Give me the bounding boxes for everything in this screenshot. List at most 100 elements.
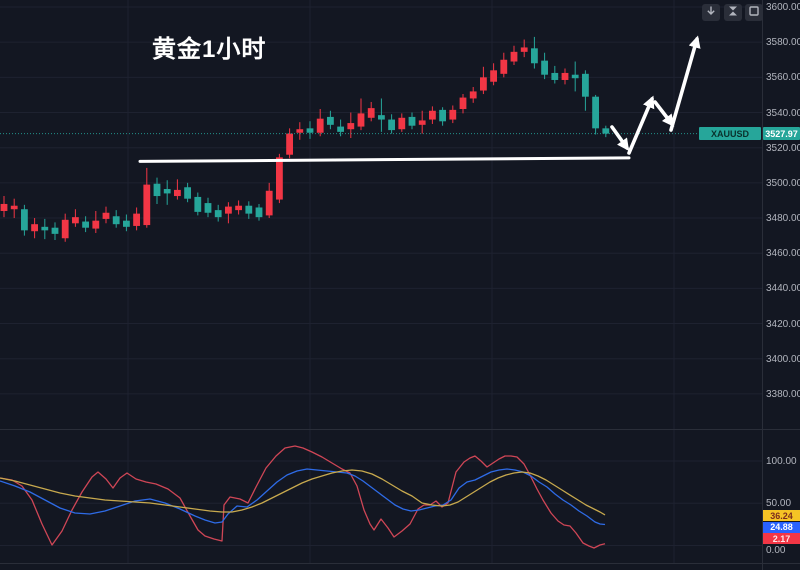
price-tick-label: 3580.00 xyxy=(766,37,800,49)
candle-body xyxy=(327,116,334,125)
candle-body xyxy=(500,59,508,74)
candle-body xyxy=(449,109,457,120)
candle-body xyxy=(439,109,446,122)
time-axis-separator xyxy=(0,563,800,564)
projection-arrow[interactable] xyxy=(653,100,675,127)
candle-body xyxy=(265,190,273,216)
price-tick-label: 3560.00 xyxy=(766,72,800,84)
oscillator-j-value-badge: 2.17 xyxy=(763,533,800,544)
candle-body xyxy=(133,213,140,226)
candle-body xyxy=(510,51,518,62)
oscillator-tick-label: 0.00 xyxy=(766,544,786,556)
candle-body xyxy=(316,118,324,133)
grid-lines xyxy=(0,0,762,563)
candle-body xyxy=(153,183,161,197)
price-tick-label: 3380.00 xyxy=(766,388,800,400)
candle-body xyxy=(602,128,610,134)
oscillator-d-value-badge: 36.24 xyxy=(763,510,800,521)
candle-body xyxy=(520,47,528,52)
oscillator-k-value-badge: 24.88 xyxy=(763,521,800,533)
candle-body xyxy=(51,227,59,234)
candle-body xyxy=(123,220,130,227)
candle-body xyxy=(296,129,304,133)
candle-body xyxy=(459,97,467,109)
candle-body xyxy=(235,205,242,211)
candle-body xyxy=(541,60,548,75)
price-tick-label: 3440.00 xyxy=(766,283,800,295)
candle-body xyxy=(245,205,253,214)
candlestick-series xyxy=(0,36,610,242)
candle-body xyxy=(469,91,477,99)
price-axis-separator xyxy=(762,0,763,570)
candle-body xyxy=(276,157,283,200)
candle-body xyxy=(82,221,89,228)
projection-arrow[interactable] xyxy=(610,125,630,151)
projection-arrow[interactable] xyxy=(627,95,655,155)
price-tick-label: 3420.00 xyxy=(766,318,800,330)
fullscreen-button[interactable] xyxy=(745,4,763,21)
last-price-value-badge: 3527.97 xyxy=(763,127,800,141)
candle-body xyxy=(225,206,232,214)
candle-body xyxy=(357,113,365,127)
collapse-pane-button[interactable] xyxy=(724,4,742,21)
candle-body xyxy=(10,205,18,210)
price-tick-label: 3480.00 xyxy=(766,213,800,225)
candle-body xyxy=(398,117,406,130)
candle-body xyxy=(41,226,49,231)
candle-body xyxy=(429,110,436,120)
candle-body xyxy=(163,189,171,194)
hourglass-icon xyxy=(727,4,739,22)
oscillator-line-j xyxy=(0,445,606,549)
pane-separator[interactable] xyxy=(0,429,800,430)
price-tick-label: 3600.00 xyxy=(766,2,800,13)
candle-body xyxy=(102,212,110,219)
candle-body xyxy=(194,196,202,212)
candle-body xyxy=(408,116,416,126)
price-tick-label: 3520.00 xyxy=(766,142,800,154)
candle-body xyxy=(174,189,181,197)
candle-body xyxy=(490,70,497,82)
candle-body xyxy=(214,210,222,218)
candle-body xyxy=(582,73,589,97)
candle-body xyxy=(531,48,538,64)
candle-body xyxy=(204,203,212,213)
price-tick-label: 3460.00 xyxy=(766,248,800,260)
projection-arrow[interactable] xyxy=(669,35,701,132)
square-icon xyxy=(748,4,760,22)
oscillator-line-k xyxy=(0,468,606,526)
candle-body xyxy=(92,220,100,229)
candle-body xyxy=(347,123,355,130)
candle-body xyxy=(571,74,579,79)
candle-body xyxy=(143,184,151,226)
candle-body xyxy=(378,115,385,120)
oscillator-tick-label: 100.00 xyxy=(766,456,797,467)
price-tick-label: 3540.00 xyxy=(766,107,800,119)
support-trendline[interactable] xyxy=(138,156,631,163)
oscillator-tick-label: 50.00 xyxy=(766,498,792,510)
candle-body xyxy=(255,207,263,218)
candle-body xyxy=(388,119,395,131)
oscillator-series xyxy=(0,445,606,549)
page-title: 黄金1小时 xyxy=(152,36,267,63)
candle-body xyxy=(592,96,599,129)
last-price-symbol-badge: XAUUSD xyxy=(699,127,761,141)
price-tick-label: 3500.00 xyxy=(766,177,800,189)
candle-body xyxy=(367,108,375,118)
candle-body xyxy=(306,128,314,133)
price-tick-label: 3400.00 xyxy=(766,353,800,365)
candle-body xyxy=(286,133,293,155)
candle-body xyxy=(21,209,28,231)
candle-body xyxy=(480,77,487,91)
candle-body xyxy=(561,72,569,80)
candle-body xyxy=(184,187,191,199)
download-button[interactable] xyxy=(702,4,720,21)
oscillator-line-d xyxy=(0,469,606,516)
candle-body xyxy=(112,216,120,225)
candle-body xyxy=(0,203,8,211)
arrow-down-icon xyxy=(705,4,717,22)
candle-body xyxy=(61,219,69,239)
candle-body xyxy=(551,72,559,80)
candle-body xyxy=(418,120,426,125)
